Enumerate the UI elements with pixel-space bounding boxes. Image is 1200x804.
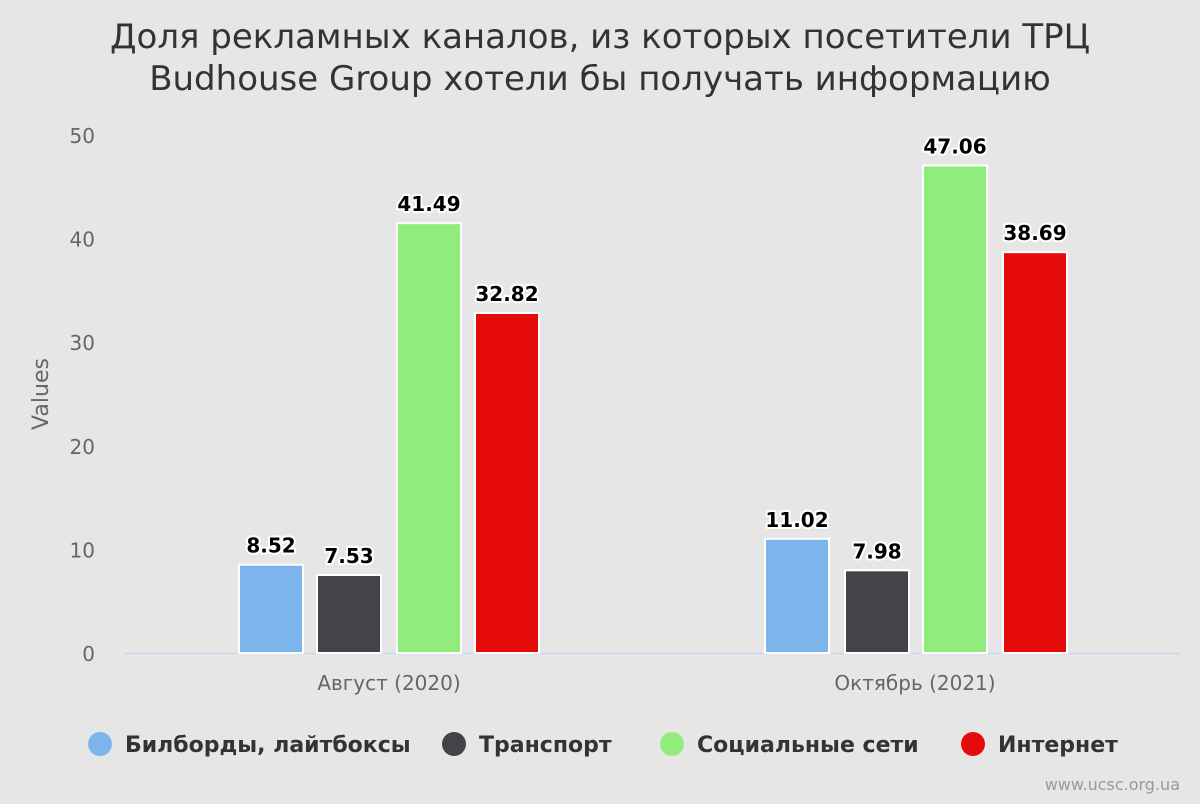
data-label: 38.69 [1003,221,1066,245]
y-tick-label: 20 [70,435,95,459]
legend-marker-icon [961,732,985,756]
x-tick-label: Октябрь (2021) [834,671,995,695]
data-label: 47.06 [923,134,986,158]
data-label: 11.02 [765,508,828,532]
legend-item[interactable]: Социальные сети [660,732,919,758]
y-tick-label: 50 [70,124,95,148]
data-label: 32.82 [475,282,538,306]
data-label: 8.52 [246,534,295,558]
bar-3-1[interactable] [1002,251,1068,654]
bar-1-0[interactable] [316,573,382,654]
legend-label: Транспорт [479,733,612,758]
bar-2-0[interactable] [396,222,462,654]
data-label: 7.98 [852,539,901,563]
y-tick-label: 0 [82,642,95,666]
legend-label: Билборды, лайтбоксы [125,733,411,758]
legend-marker-icon [442,732,466,756]
y-tick-label: 10 [70,538,95,562]
y-tick-label: 30 [70,331,95,355]
legend-item[interactable]: Транспорт [442,732,612,758]
data-label: 41.49 [397,192,460,216]
legend-label: Социальные сети [697,733,919,758]
y-tick-label: 40 [70,228,95,252]
bar-0-1[interactable] [764,537,830,655]
legend-item[interactable]: Интернет [961,732,1118,758]
x-tick-label: Август (2020) [317,671,460,695]
bar-2-1[interactable] [922,164,988,654]
data-label: 7.53 [324,544,373,568]
bar-0-0[interactable] [238,563,304,654]
legend-marker-icon [660,732,684,756]
legend-marker-icon [88,732,112,756]
y-axis-label: Values [29,358,54,430]
legend-item[interactable]: Билборды, лайтбоксы [88,732,411,758]
bar-1-1[interactable] [844,569,910,655]
chart-title-line-2: Budhouse Group хотели бы получать информ… [149,59,1051,99]
credit-text[interactable]: www.ucsc.org.ua [1045,775,1180,794]
legend-label: Интернет [998,733,1118,758]
chart-title-line-1: Доля рекламных каналов, из которых посет… [110,17,1090,57]
bar-3-0[interactable] [474,311,540,654]
